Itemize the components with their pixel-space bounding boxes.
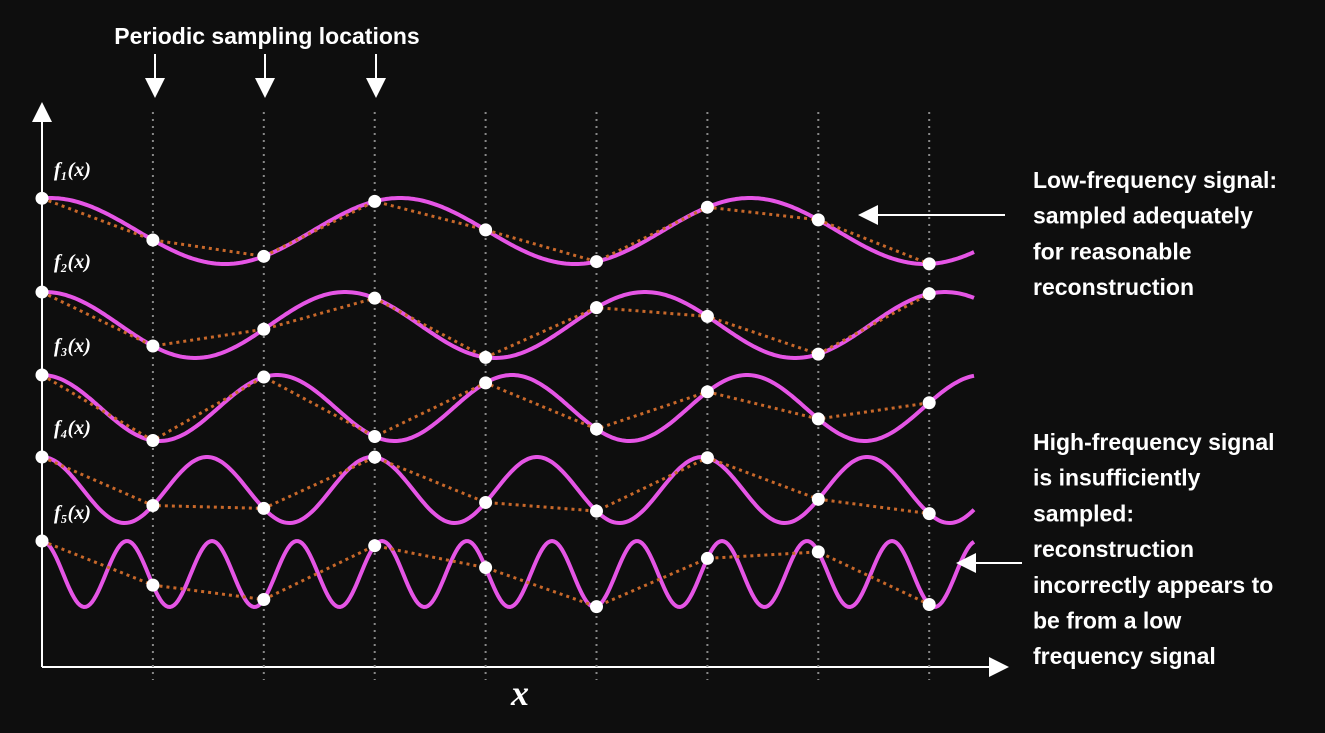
title: Periodic sampling locations bbox=[114, 23, 419, 49]
sample-point bbox=[146, 339, 160, 353]
sample-point bbox=[368, 429, 382, 443]
sample-point bbox=[146, 233, 160, 247]
sample-point bbox=[700, 551, 714, 565]
sample-point bbox=[35, 450, 49, 464]
annotation-line: reconstruction bbox=[1033, 536, 1194, 562]
sample-point bbox=[257, 322, 271, 336]
sample-point bbox=[479, 561, 493, 575]
sample-point bbox=[479, 376, 493, 390]
annotation-line: reconstruction bbox=[1033, 274, 1194, 300]
annotation-line: for reasonable bbox=[1033, 238, 1192, 264]
signal-label: f₂(x) bbox=[54, 251, 91, 273]
reconstruction bbox=[41, 196, 930, 266]
sample-point bbox=[590, 422, 603, 436]
sample-point bbox=[922, 396, 936, 410]
signal-label: f₃(x) bbox=[54, 335, 91, 357]
sample-point bbox=[811, 347, 825, 361]
sample-point bbox=[368, 194, 382, 208]
annotation-line: be from a low bbox=[1033, 608, 1181, 634]
annotation-line: sampled: bbox=[1033, 500, 1134, 526]
annotations: Low-frequency signal: sampled adequately f… bbox=[1033, 167, 1277, 669]
sample-point bbox=[922, 287, 936, 301]
signal-curve bbox=[41, 290, 975, 360]
signals: f₁(x) f₂(x) f₃(x) f₄(x) f₅(x) bbox=[35, 159, 976, 614]
sample-point bbox=[700, 309, 714, 323]
sample-point bbox=[368, 539, 382, 553]
annotation-line: Low-frequency signal: bbox=[1033, 167, 1277, 193]
sample-point bbox=[257, 593, 271, 607]
sample-point bbox=[479, 223, 493, 237]
sample-point bbox=[590, 255, 603, 269]
sample-point bbox=[922, 257, 936, 271]
annotation-line: incorrectly appears to bbox=[1033, 572, 1273, 598]
sample-point bbox=[590, 301, 603, 315]
sample-point bbox=[257, 249, 271, 263]
signal-label: f₄(x) bbox=[54, 417, 91, 439]
sample-point bbox=[700, 451, 714, 465]
signal-label: f₁(x) bbox=[54, 159, 91, 181]
signal-curve bbox=[41, 196, 975, 266]
sample-point bbox=[35, 285, 49, 299]
sample-point bbox=[700, 385, 714, 399]
sample-point bbox=[368, 450, 382, 464]
sample-point bbox=[146, 499, 160, 513]
sample-point bbox=[479, 350, 493, 364]
sample-arrows bbox=[145, 54, 386, 98]
annotation-line: High-frequency signal bbox=[1033, 429, 1275, 455]
sample-point bbox=[146, 578, 160, 592]
sample-point bbox=[479, 495, 493, 509]
signal-curve bbox=[41, 454, 976, 526]
sample-point bbox=[922, 597, 936, 611]
signal-label: f₅(x) bbox=[54, 502, 91, 524]
sample-point bbox=[922, 507, 936, 521]
sample-point bbox=[811, 412, 825, 426]
sample-point bbox=[257, 370, 271, 384]
reconstruction bbox=[41, 539, 930, 609]
sample-point bbox=[257, 501, 271, 515]
sample-point bbox=[811, 545, 825, 559]
sample-point bbox=[35, 534, 49, 548]
sample-point bbox=[368, 291, 382, 305]
annotation-line: is insufficiently bbox=[1033, 465, 1201, 491]
x-axis-label: x bbox=[510, 673, 529, 713]
annotation-line: sampled adequately bbox=[1033, 203, 1253, 229]
sample-point bbox=[811, 213, 825, 227]
sample-lines bbox=[151, 112, 931, 680]
annotation-line: frequency signal bbox=[1033, 643, 1216, 669]
signal-curve bbox=[42, 373, 975, 443]
annotation-arrows bbox=[858, 205, 1022, 573]
sample-point bbox=[35, 191, 49, 205]
sample-point bbox=[811, 492, 825, 506]
sample-point bbox=[146, 433, 160, 447]
sample-point bbox=[590, 600, 603, 614]
sample-point bbox=[700, 200, 714, 214]
sample-point bbox=[590, 504, 603, 518]
sample-point bbox=[35, 368, 49, 382]
